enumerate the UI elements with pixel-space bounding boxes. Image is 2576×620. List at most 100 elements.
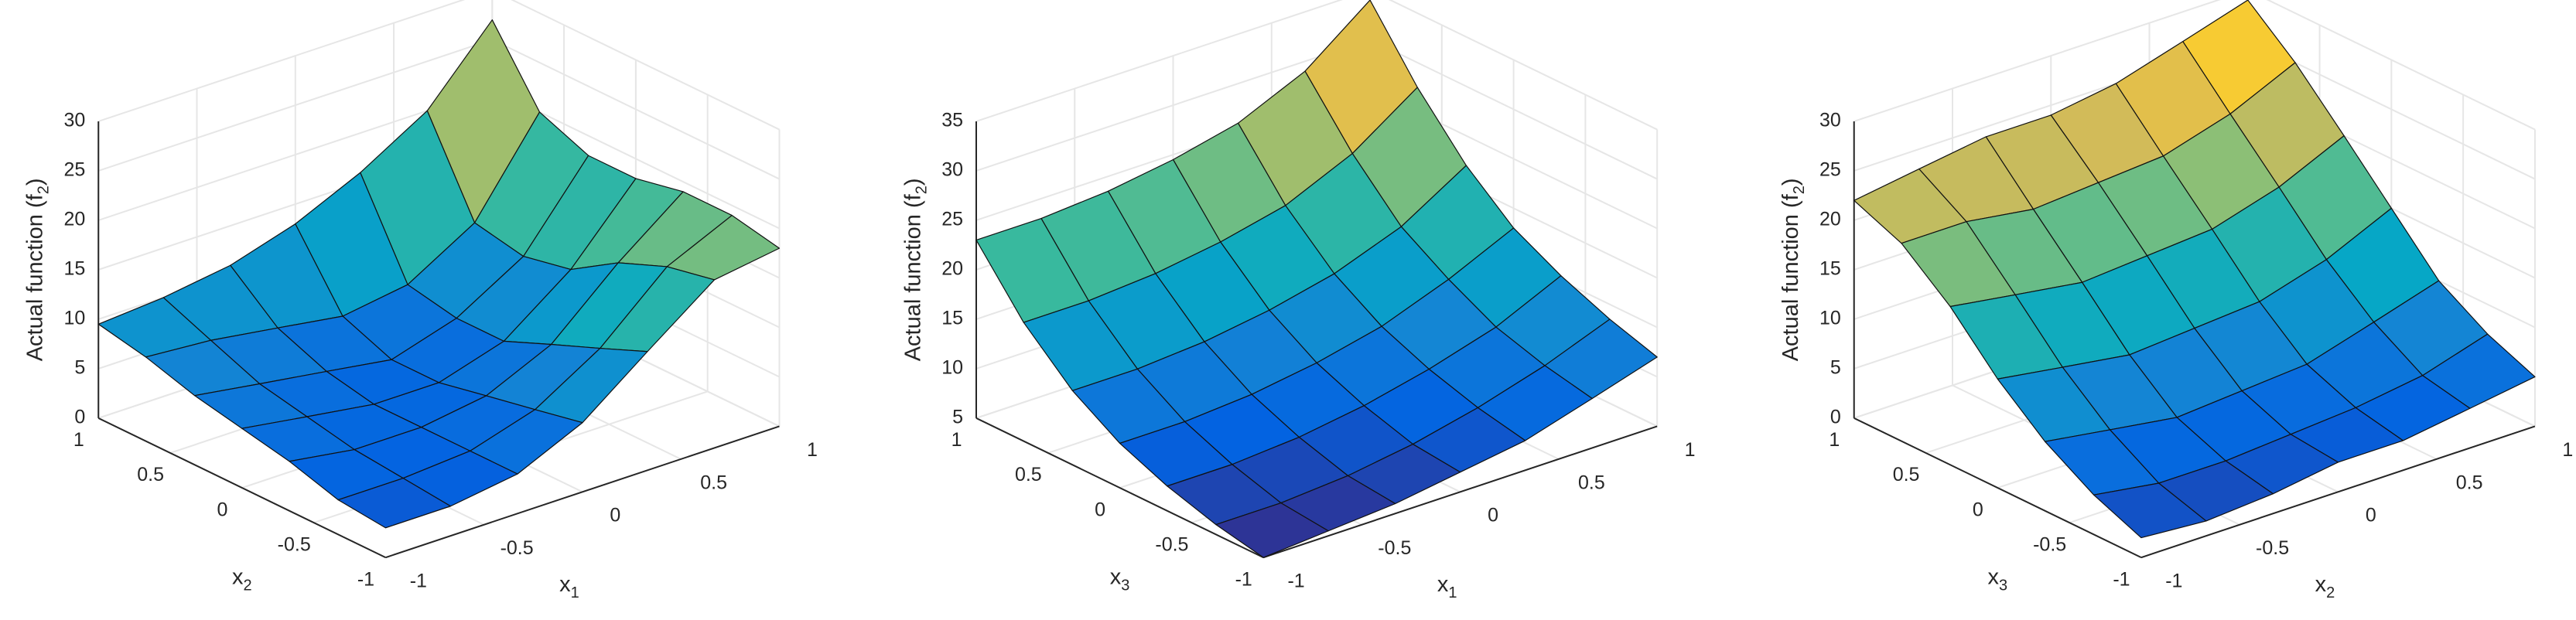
axis-label-part: x — [1437, 572, 1449, 597]
y-tick-label: -1 — [357, 568, 374, 590]
axis-label-part: ) — [1778, 179, 1803, 186]
surface-patch — [2093, 482, 2207, 539]
x-tick-label: 0.5 — [2456, 472, 2483, 493]
y-tick-label: 1 — [73, 429, 84, 451]
z-tick-label: 30 — [1819, 110, 1841, 131]
axis-label: Actual function (f2) — [22, 179, 53, 362]
axis-label-part: 2 — [244, 577, 252, 594]
z-tick-label: 25 — [941, 209, 963, 230]
z-tick-label: 0 — [74, 406, 85, 428]
grid-line — [1388, 0, 1658, 131]
y-tick-label: 0.5 — [1893, 464, 1920, 485]
z-tick-label: 30 — [63, 110, 85, 131]
z-tick-label: 15 — [1819, 258, 1841, 280]
axis-label-part: x — [232, 564, 244, 589]
z-tick-label: 25 — [63, 159, 85, 181]
grid-line — [1853, 0, 2221, 122]
axis-label: x2 — [2315, 572, 2335, 602]
x-tick-label: 1 — [1685, 439, 1696, 461]
x-tick-label: -0.5 — [1378, 537, 1411, 559]
axis-label: x3 — [1988, 564, 2008, 594]
axis-label: Actual function (f2) — [1778, 179, 1809, 362]
y-tick-label: -0.5 — [2033, 533, 2066, 555]
grid-line — [511, 0, 780, 131]
surface-patch — [337, 478, 452, 529]
y-tick-label: -0.5 — [278, 533, 311, 555]
z-tick-label: 20 — [63, 209, 85, 230]
x-axis — [2140, 425, 2536, 559]
axis-label-part: Actual function (f — [22, 193, 47, 361]
grid-line — [2266, 0, 2536, 131]
y-tick-label: 0.5 — [1015, 464, 1042, 485]
z-tick-label: 10 — [1819, 307, 1841, 329]
x-tick-label: 0.5 — [1578, 472, 1605, 493]
y-tick-label: 1 — [1829, 429, 1840, 451]
grid-line — [491, 39, 780, 180]
y-axis — [1853, 417, 2142, 559]
z-tick-label: 10 — [63, 307, 85, 329]
y-tick-label: -1 — [1235, 568, 1252, 590]
z-tick-label: 30 — [941, 159, 963, 181]
x-axis — [1262, 425, 1658, 559]
axis-label-part: Actual function (f — [900, 193, 925, 361]
x-tick-label: -0.5 — [2256, 537, 2289, 559]
surface-patch — [1215, 502, 1329, 558]
axis-label: x2 — [232, 564, 252, 594]
x-tick-label: 1 — [2562, 439, 2573, 461]
axis-label-part: x — [2315, 572, 2327, 597]
z-tick-label: 20 — [941, 258, 963, 280]
axis-label-part: x — [559, 572, 571, 597]
x-tick-label: 0 — [2366, 505, 2376, 526]
axis-label-part: ) — [900, 179, 925, 186]
z-tick-label: 10 — [941, 356, 963, 378]
z-tick-label: 20 — [1819, 209, 1841, 230]
y-tick-label: -0.5 — [1155, 533, 1188, 555]
axis-label-part: ) — [22, 179, 47, 186]
z-tick-label: 15 — [63, 258, 85, 280]
grid-line — [97, 39, 493, 172]
x-tick-label: 1 — [807, 439, 818, 461]
x-tick-label: -1 — [1287, 571, 1304, 592]
axis-label-part: 3 — [1999, 577, 2007, 594]
z-tick-label: 5 — [1830, 356, 1841, 378]
y-tick-label: -1 — [2113, 568, 2130, 590]
axis-label-part: 1 — [571, 584, 579, 601]
axis-label-part: 2 — [2326, 584, 2335, 601]
x-tick-label: -1 — [410, 571, 427, 592]
axis-label-part: x — [1110, 564, 1122, 589]
axis-label-part: 3 — [1121, 577, 1129, 594]
axis-label: x1 — [559, 572, 579, 602]
axis-label-part: Actual function (f — [1778, 193, 1803, 361]
axis-label: x1 — [1437, 572, 1457, 602]
axis-label-part: 2 — [36, 186, 53, 194]
y-tick-label: 0 — [1095, 499, 1105, 520]
x-tick-label: -0.5 — [501, 537, 534, 559]
axis-label-part: 1 — [1448, 584, 1457, 601]
axis-label-part: 2 — [914, 186, 931, 194]
grid-line — [97, 0, 466, 122]
x-tick-label: 0 — [1488, 505, 1498, 526]
z-tick-label: 15 — [941, 307, 963, 329]
grid-line — [975, 39, 1371, 172]
y-axis — [975, 417, 1264, 559]
z-tick-label: 5 — [952, 406, 963, 428]
y-tick-label: 0 — [1973, 499, 1983, 520]
y-tick-label: 0.5 — [137, 464, 164, 485]
z-tick-label: 35 — [941, 110, 963, 131]
axis-label-part: x — [1988, 564, 2000, 589]
z-tick-label: 0 — [1830, 406, 1841, 428]
x-tick-label: 0.5 — [700, 472, 727, 493]
axis-label: Actual function (f2) — [900, 179, 931, 362]
x-axis — [385, 425, 780, 559]
y-tick-label: 0 — [217, 499, 227, 520]
grid-line — [1369, 39, 1658, 180]
y-tick-label: 1 — [951, 429, 962, 451]
axis-label: x3 — [1110, 564, 1130, 594]
axis-label-part: 2 — [1791, 186, 1808, 194]
z-tick-label: 5 — [74, 356, 85, 378]
y-axis — [97, 417, 386, 559]
x-tick-label: -1 — [2165, 571, 2182, 592]
x-tick-label: 0 — [610, 505, 620, 526]
